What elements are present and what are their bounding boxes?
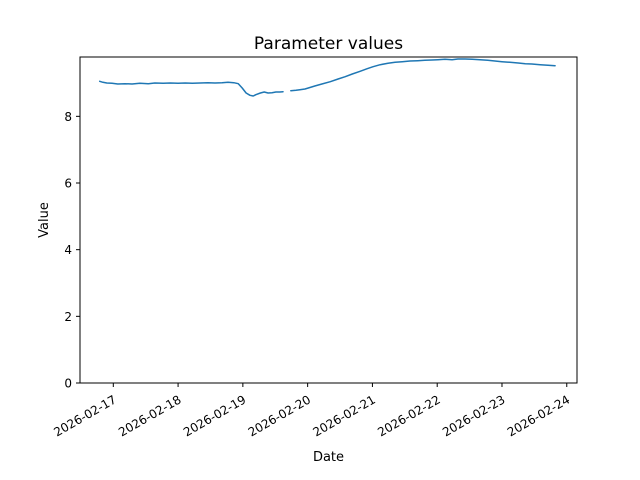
y-tick-label: 4	[64, 243, 72, 257]
x-axis-label: Date	[313, 450, 344, 465]
x-tick-label: 2026-02-18	[116, 392, 183, 439]
y-tick-label: 6	[64, 177, 72, 191]
axes-frame	[79, 56, 578, 384]
x-tick-label: 2026-02-24	[505, 392, 572, 439]
y-tick-label: 2	[64, 310, 72, 324]
y-tick-label: 0	[64, 377, 72, 391]
data-series-line	[98, 80, 284, 97]
y-tick-label: 8	[64, 110, 72, 124]
x-tick-label: 2026-02-22	[375, 392, 442, 439]
x-tick-label: 2026-02-19	[181, 392, 248, 439]
y-axis-label: Value	[37, 202, 52, 238]
plot-area: 024682026-02-172026-02-182026-02-192026-…	[51, 56, 578, 439]
chart-title: Parameter values	[254, 34, 403, 54]
x-tick-label: 2026-02-20	[246, 392, 313, 439]
x-tick-label: 2026-02-17	[51, 392, 118, 439]
data-series-line	[290, 58, 556, 92]
x-tick-label: 2026-02-21	[311, 392, 378, 439]
x-tick-label: 2026-02-23	[440, 392, 507, 439]
